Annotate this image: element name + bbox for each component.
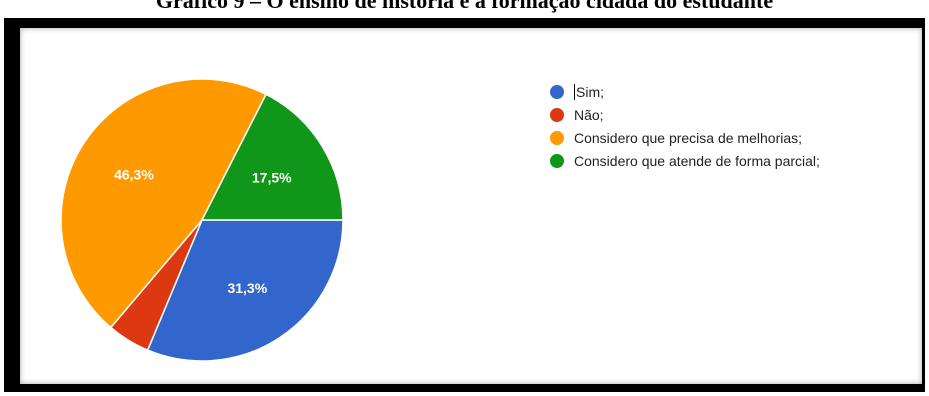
figure-caption: Gráfico 9 – O ensino de história e a for…: [155, 0, 774, 13]
legend-swatch-icon: [550, 130, 564, 145]
legend-label: Considero que atende de forma parcial;: [574, 152, 820, 169]
pie-slice-3[interactable]: [200, 93, 344, 221]
legend-item-precisa-melhorias[interactable]: Considero que precisa de melhorias;: [550, 126, 820, 149]
pie-slice-label-2: 46,3%: [114, 167, 154, 183]
chart-legend: Sim; Não; Considero que precisa de melho…: [550, 80, 820, 172]
pie-slice-0[interactable]: [146, 219, 344, 362]
legend-swatch-icon: [550, 153, 564, 168]
legend-label: Sim;: [576, 83, 604, 100]
legend-label: Considero que precisa de melhorias;: [574, 129, 803, 146]
legend-item-sim[interactable]: Sim;: [550, 80, 820, 103]
pie-slice-2[interactable]: [60, 78, 268, 329]
pie-slice-label-0: 31,3%: [227, 280, 267, 296]
legend-swatch-icon: [550, 84, 564, 99]
legend-item-nao[interactable]: Não;: [550, 103, 820, 126]
legend-label: Não;: [574, 106, 604, 123]
chart-panel: 31,3% 46,3% 17,5% Sim; Não; Considero que …: [20, 28, 922, 384]
legend-item-atende-parcial[interactable]: Considero que atende de forma parcial;: [550, 149, 820, 172]
pie-slice-label-3: 17,5%: [252, 169, 292, 185]
pie-chart: 31,3% 46,3% 17,5%: [60, 78, 344, 362]
legend-swatch-icon: [550, 107, 564, 122]
text-cursor: [574, 83, 575, 100]
